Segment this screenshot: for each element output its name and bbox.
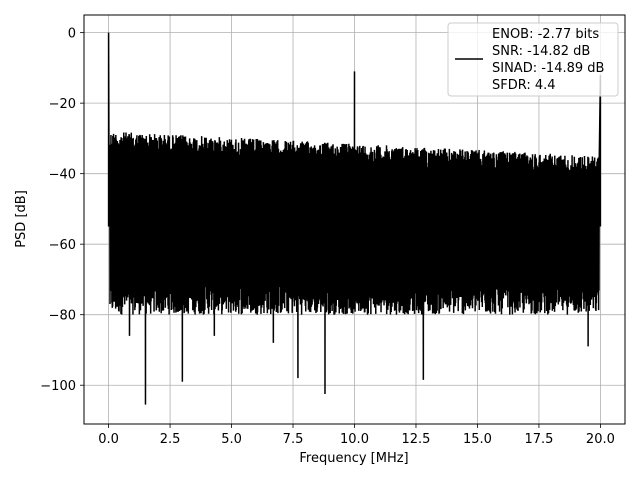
x-tick-label: 5.0 bbox=[221, 432, 242, 447]
legend-sfdr: SFDR: 4.4 bbox=[492, 78, 556, 93]
legend-enob: ENOB: -2.77 bits bbox=[492, 27, 599, 42]
x-tick-label: 15.0 bbox=[463, 432, 492, 447]
plot-area bbox=[107, 32, 602, 405]
x-tick-label: 2.5 bbox=[160, 432, 181, 447]
psd-series-line bbox=[107, 32, 602, 405]
legend-box bbox=[447, 22, 619, 97]
x-tick-label: 17.5 bbox=[524, 432, 553, 447]
y-axis-label: PSD [dB] bbox=[14, 190, 29, 248]
y-axis-ticks: 0 −20 −40 −60 −80 −100 bbox=[40, 27, 84, 394]
x-tick-label: 7.5 bbox=[283, 432, 304, 447]
y-tick-label: −80 bbox=[49, 309, 76, 324]
x-tick-label: 20.0 bbox=[586, 432, 615, 447]
y-tick-label: 0 bbox=[68, 27, 76, 42]
legend-sinad: SINAD: -14.89 dB bbox=[492, 61, 604, 76]
x-tick-label: 0.0 bbox=[98, 432, 119, 447]
x-tick-label: 10.0 bbox=[340, 432, 369, 447]
y-tick-label: −40 bbox=[49, 168, 76, 183]
svg-text:ENOB: -2.77 bits SNR: -1: ENOB: -2.77 bits SNR: -14.82 dB SINAD: -… bbox=[492, 27, 609, 93]
x-axis-label: Frequency [MHz] bbox=[299, 451, 408, 466]
y-tick-label: −100 bbox=[40, 379, 76, 394]
legend: ENOB: -2.77 bits SNR: -14.82 dB SINAD: -… bbox=[447, 22, 619, 97]
legend-snr: SNR: -14.82 dB bbox=[492, 44, 590, 59]
x-tick-label: 12.5 bbox=[402, 432, 431, 447]
y-tick-label: −60 bbox=[49, 238, 76, 253]
y-tick-label: −20 bbox=[49, 97, 76, 112]
x-axis-ticks: 0.0 2.5 5.0 7.5 10.0 12.5 15.0 17.5 20.0 bbox=[98, 424, 615, 447]
